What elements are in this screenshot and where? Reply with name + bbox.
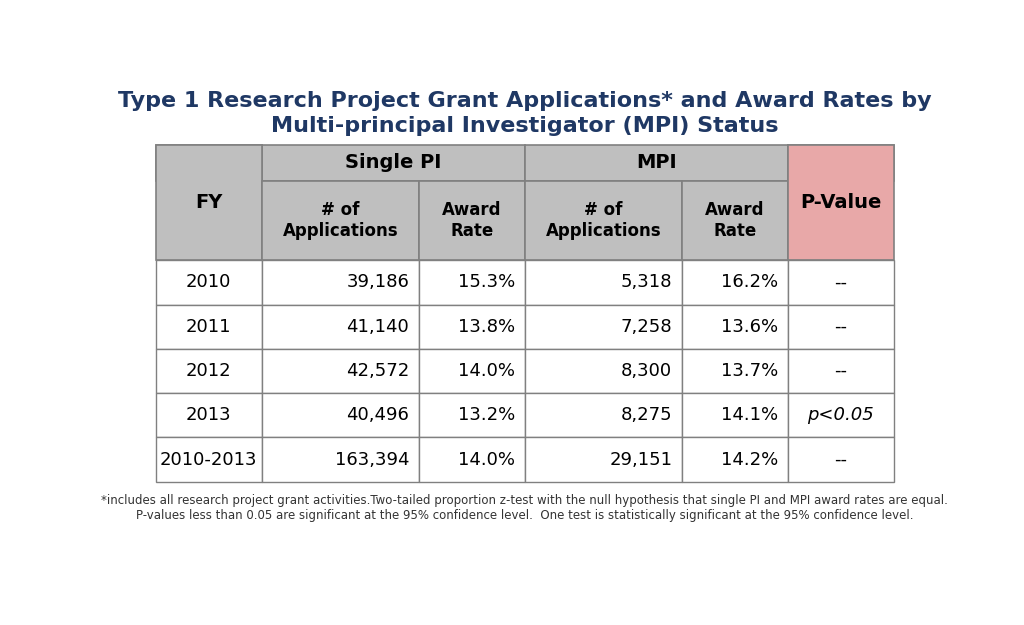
Text: 2010-2013: 2010-2013: [160, 451, 258, 469]
Bar: [262, 260, 419, 304]
Bar: [156, 393, 262, 438]
Text: 29,151: 29,151: [609, 451, 672, 469]
Bar: [682, 393, 787, 438]
Bar: [682, 349, 787, 393]
Bar: [524, 393, 682, 438]
Text: Award
Rate: Award Rate: [442, 201, 502, 240]
Text: *includes all research project grant activities.Two-tailed proportion z-test wit: *includes all research project grant act…: [101, 494, 948, 508]
Bar: [262, 145, 524, 181]
Bar: [262, 438, 419, 482]
Bar: [524, 438, 682, 482]
Bar: [419, 260, 525, 304]
Bar: [156, 349, 262, 393]
Bar: [524, 181, 682, 260]
Bar: [524, 349, 682, 393]
Bar: [156, 260, 262, 304]
Text: Single PI: Single PI: [345, 153, 441, 173]
Text: P-Value: P-Value: [800, 193, 882, 212]
Bar: [524, 145, 787, 181]
Text: 14.0%: 14.0%: [459, 362, 515, 380]
Text: 5,318: 5,318: [621, 273, 672, 291]
Bar: [787, 260, 894, 304]
Bar: [262, 304, 419, 349]
Text: 2013: 2013: [186, 406, 231, 424]
Text: --: --: [835, 451, 847, 469]
Bar: [262, 349, 419, 393]
Bar: [787, 349, 894, 393]
Text: 2010: 2010: [186, 273, 231, 291]
Bar: [682, 260, 787, 304]
Text: --: --: [835, 318, 847, 336]
Bar: [524, 260, 682, 304]
Text: 2011: 2011: [186, 318, 231, 336]
Bar: [419, 438, 525, 482]
Bar: [262, 181, 419, 260]
Text: 13.8%: 13.8%: [458, 318, 515, 336]
Text: 14.2%: 14.2%: [721, 451, 778, 469]
Text: 42,572: 42,572: [346, 362, 410, 380]
Bar: [682, 181, 787, 260]
Bar: [787, 438, 894, 482]
Text: Multi-principal Investigator (MPI) Status: Multi-principal Investigator (MPI) Statu…: [271, 116, 778, 136]
Text: --: --: [835, 273, 847, 291]
Text: 163,394: 163,394: [335, 451, 410, 469]
Bar: [419, 304, 525, 349]
Text: MPI: MPI: [636, 153, 677, 173]
Bar: [787, 304, 894, 349]
Text: 8,300: 8,300: [622, 362, 672, 380]
Text: 39,186: 39,186: [346, 273, 410, 291]
Text: --: --: [835, 362, 847, 380]
Text: 15.3%: 15.3%: [458, 273, 515, 291]
Text: 41,140: 41,140: [346, 318, 410, 336]
Text: 16.2%: 16.2%: [721, 273, 778, 291]
Text: 8,275: 8,275: [621, 406, 672, 424]
Bar: [682, 304, 787, 349]
Text: 13.7%: 13.7%: [721, 362, 778, 380]
Text: 14.1%: 14.1%: [721, 406, 778, 424]
Bar: [787, 145, 894, 181]
Text: # of
Applications: # of Applications: [283, 201, 398, 240]
Bar: [419, 181, 525, 260]
Bar: [262, 393, 419, 438]
Text: p<0.05: p<0.05: [808, 406, 874, 424]
Text: 13.2%: 13.2%: [458, 406, 515, 424]
Text: P-values less than 0.05 are significant at the 95% confidence level.  One test i: P-values less than 0.05 are significant …: [136, 509, 913, 522]
Bar: [419, 393, 525, 438]
Text: Type 1 Research Project Grant Applications* and Award Rates by: Type 1 Research Project Grant Applicatio…: [118, 91, 932, 111]
Text: # of
Applications: # of Applications: [546, 201, 662, 240]
Bar: [156, 145, 262, 260]
Bar: [419, 349, 525, 393]
Text: 13.6%: 13.6%: [721, 318, 778, 336]
Bar: [787, 393, 894, 438]
Text: 2012: 2012: [186, 362, 231, 380]
Bar: [156, 438, 262, 482]
Bar: [156, 145, 262, 181]
Bar: [156, 304, 262, 349]
Bar: [682, 438, 787, 482]
Text: Award
Rate: Award Rate: [705, 201, 765, 240]
Text: 14.0%: 14.0%: [459, 451, 515, 469]
Bar: [524, 304, 682, 349]
Text: 40,496: 40,496: [346, 406, 410, 424]
Text: 7,258: 7,258: [621, 318, 672, 336]
Bar: [787, 145, 894, 260]
Text: FY: FY: [196, 193, 222, 212]
